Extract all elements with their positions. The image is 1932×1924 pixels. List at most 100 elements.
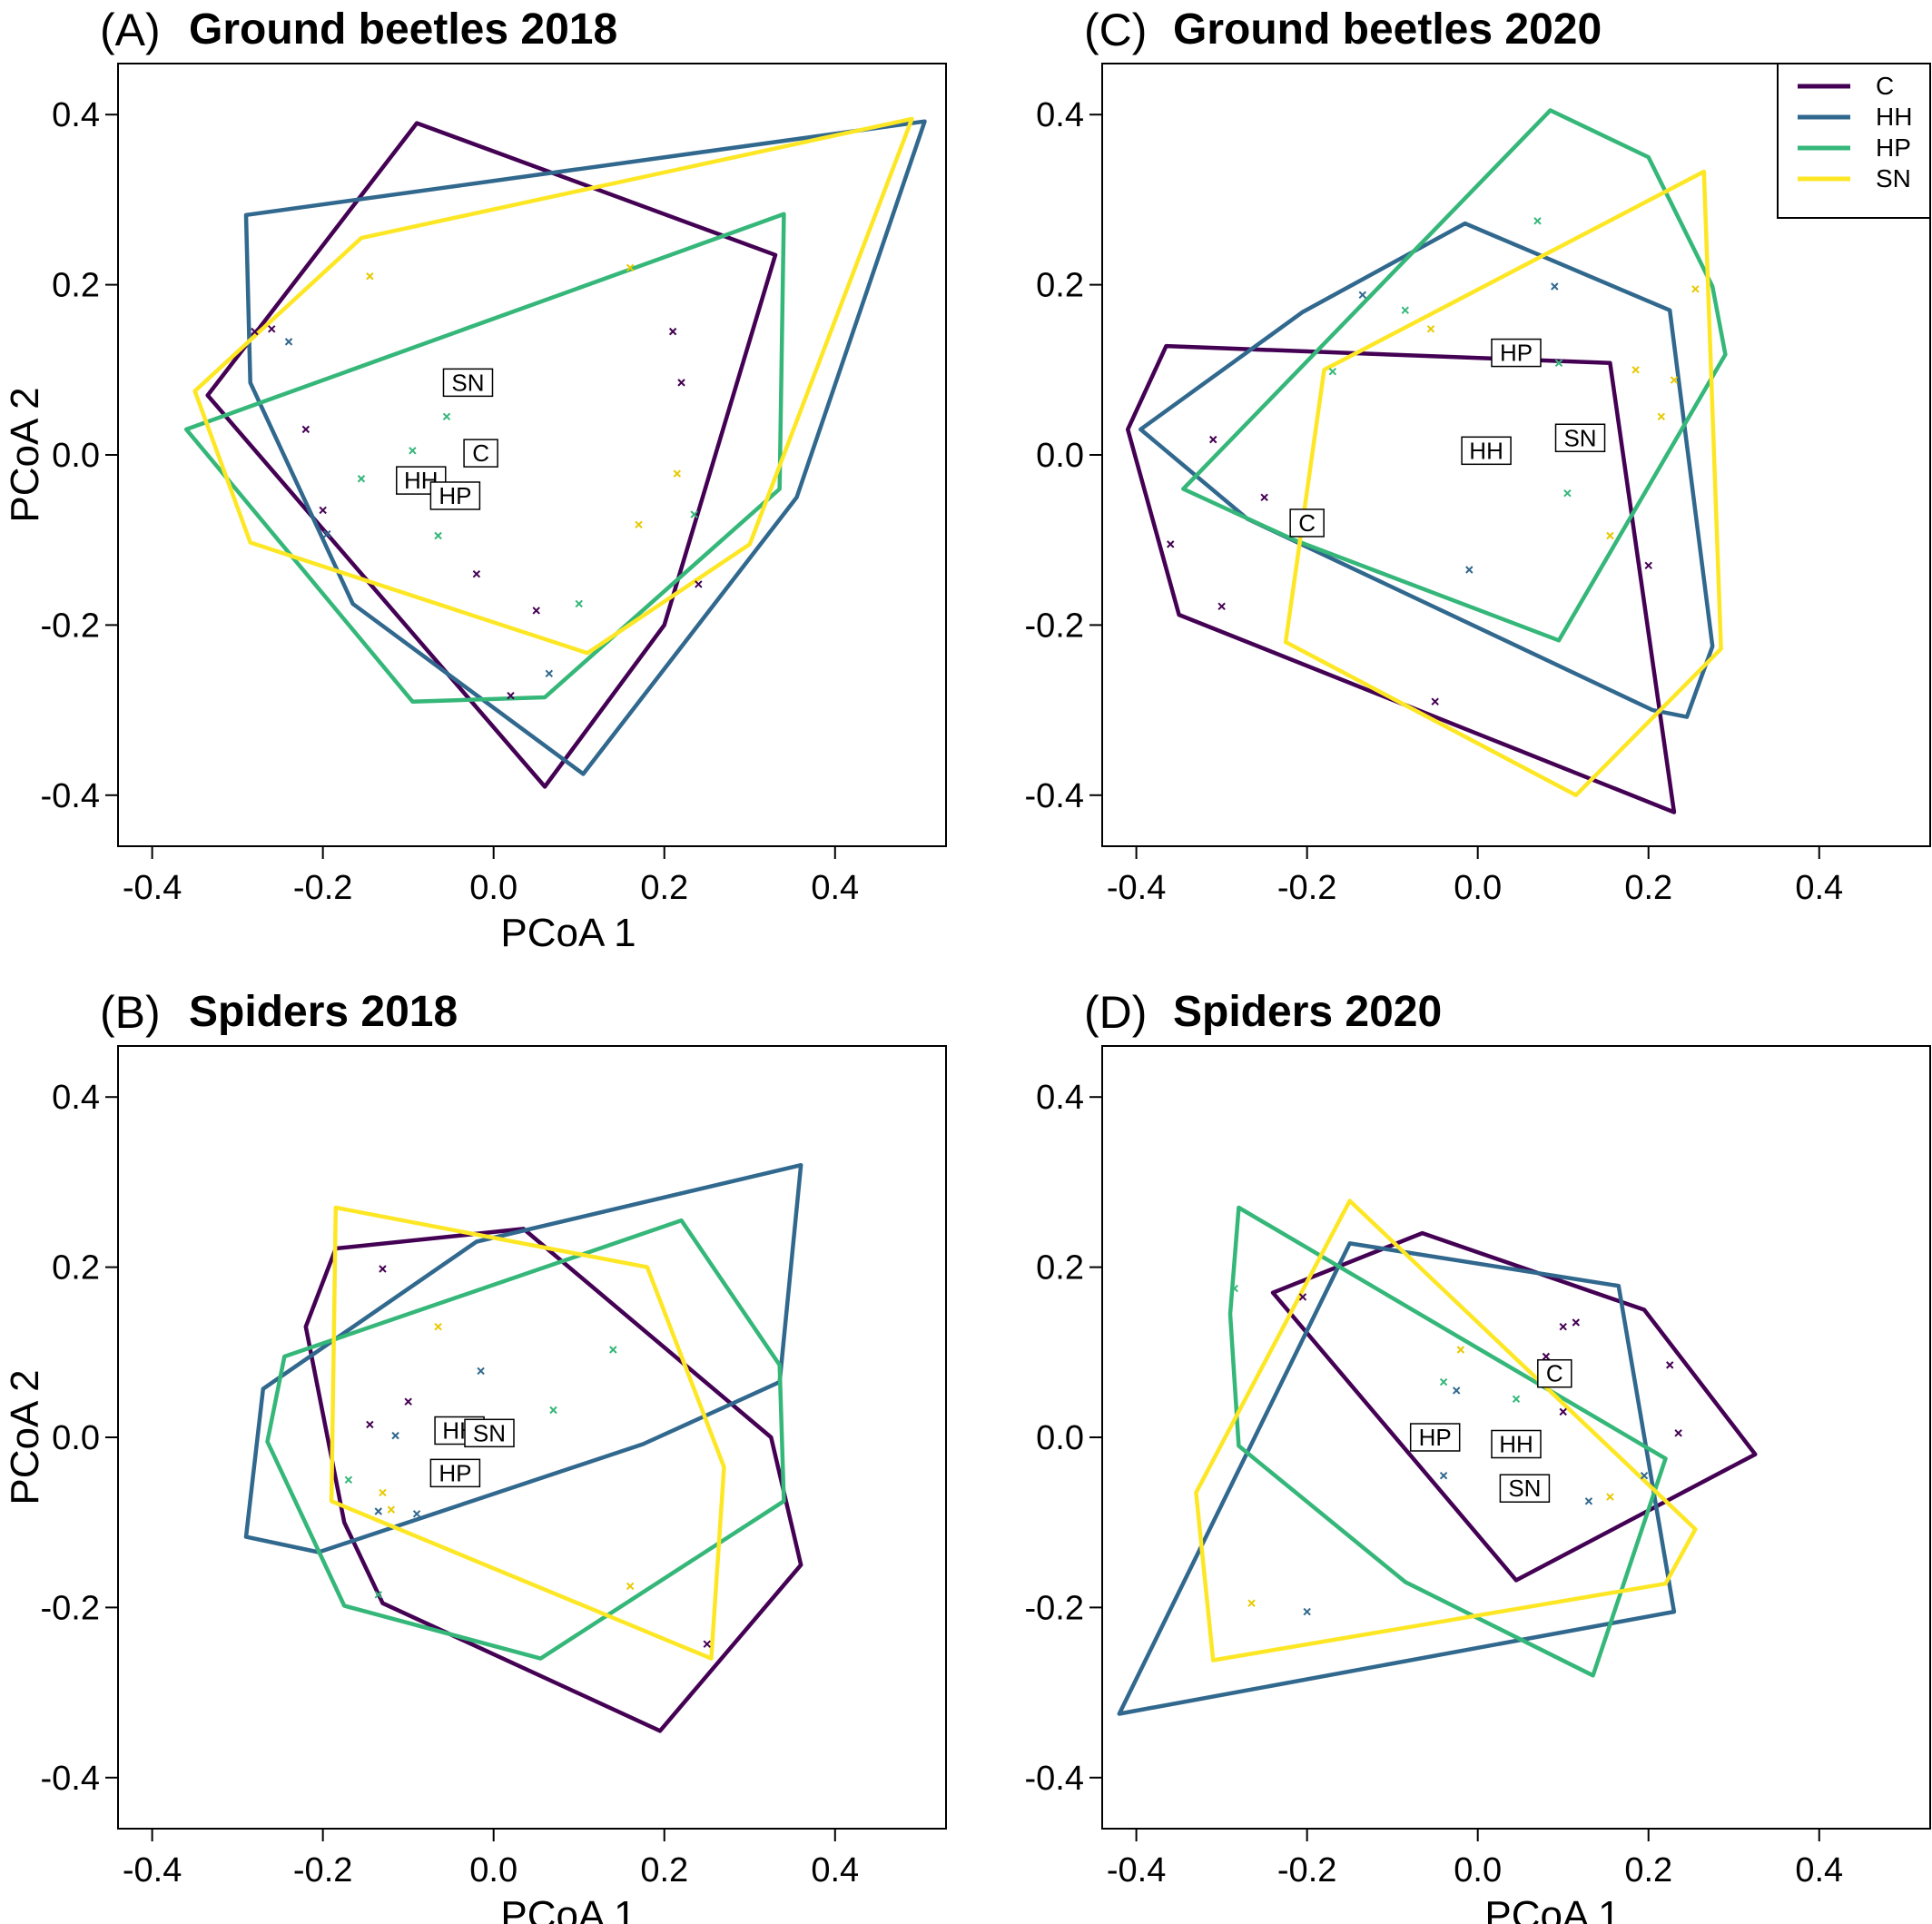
y-tick-label: 0.4 bbox=[52, 96, 100, 134]
centroid-label: C bbox=[1546, 1360, 1563, 1387]
panel-letter: (D) bbox=[1084, 987, 1147, 1038]
panel-title: Ground beetles 2020 bbox=[1173, 5, 1602, 54]
x-tick-label: -0.4 bbox=[123, 869, 182, 907]
point-hp bbox=[1554, 359, 1563, 368]
point-hh bbox=[391, 1431, 399, 1440]
y-tick-label: 0.0 bbox=[1036, 437, 1084, 475]
point-c bbox=[268, 325, 276, 333]
point-sn bbox=[673, 469, 682, 478]
y-axis-title: PCoA 2 bbox=[3, 1369, 47, 1505]
y-tick-label: 0.2 bbox=[52, 1249, 100, 1288]
point-hh bbox=[1640, 1471, 1649, 1480]
x-tick-label: -0.2 bbox=[293, 869, 352, 907]
y-tick-label: 0.2 bbox=[1036, 267, 1084, 305]
y-tick-label: 0.0 bbox=[1036, 1419, 1084, 1457]
hull-hh bbox=[1117, 1241, 1677, 1716]
point-hh bbox=[1465, 566, 1474, 574]
centroid-label-box bbox=[464, 1418, 515, 1448]
x-axis-title: PCoA 1 bbox=[500, 1893, 636, 1924]
point-c bbox=[301, 425, 310, 434]
legend-label-hh: HH bbox=[1876, 103, 1912, 131]
point-sn bbox=[626, 1582, 635, 1591]
point-c bbox=[1217, 602, 1226, 610]
x-tick-label: -0.4 bbox=[123, 1851, 182, 1889]
centroid-label-box bbox=[1499, 1474, 1551, 1503]
y-tick-label: 0.4 bbox=[52, 1079, 100, 1117]
point-c bbox=[1260, 493, 1268, 502]
point-sn bbox=[1657, 412, 1666, 421]
y-tick-label: -0.2 bbox=[41, 607, 100, 645]
panel-d: -0.4 -0.2 0.0 0.2 0.4 -0.4 -0.2 0.0 0.2 0.4 PCoA 1… bbox=[1025, 987, 1931, 1924]
panel-letter: (A) bbox=[100, 5, 161, 55]
x-tick-label: -0.2 bbox=[1277, 869, 1336, 907]
legend-label-hp: HP bbox=[1876, 133, 1911, 162]
point-hp bbox=[409, 447, 417, 455]
point-sn bbox=[1456, 1346, 1465, 1354]
centroid-label: HP bbox=[1500, 340, 1533, 367]
panel-title: Spiders 2018 bbox=[189, 988, 458, 1036]
point-hp bbox=[442, 412, 451, 421]
centroid-label-box bbox=[429, 1458, 481, 1488]
point-hh bbox=[1452, 1386, 1461, 1395]
point-c bbox=[1209, 435, 1217, 444]
point-c bbox=[1298, 1293, 1307, 1301]
centroid-label-box bbox=[1461, 436, 1512, 466]
x-tick-label: 0.2 bbox=[1624, 869, 1672, 907]
centroid-label-box bbox=[1491, 338, 1542, 368]
x-tick-label: 0.2 bbox=[1624, 1851, 1672, 1889]
x-tick-label: 0.2 bbox=[640, 869, 688, 907]
hull-hp bbox=[183, 212, 786, 704]
point-c bbox=[1167, 540, 1175, 548]
x-tick-label: 0.0 bbox=[469, 869, 518, 907]
hull-hh bbox=[1138, 221, 1715, 719]
point-sn bbox=[1247, 1599, 1256, 1607]
y-tick-label: -0.4 bbox=[1025, 1760, 1084, 1798]
point-hp bbox=[1512, 1395, 1521, 1404]
centroid-label: SN bbox=[1508, 1475, 1541, 1502]
legend-label-sn: SN bbox=[1876, 164, 1911, 192]
panel-title: Spiders 2020 bbox=[1173, 988, 1442, 1036]
x-tick-label: -0.4 bbox=[1107, 869, 1166, 907]
point-c bbox=[1674, 1429, 1682, 1437]
centroid-label: HH bbox=[1499, 1430, 1533, 1457]
hull-hp bbox=[1181, 108, 1728, 643]
point-sn bbox=[434, 1322, 442, 1331]
centroid-label-box bbox=[1537, 1358, 1572, 1388]
point-hh bbox=[1551, 282, 1559, 291]
y-tick-label: 0.2 bbox=[1036, 1249, 1084, 1288]
point-hp bbox=[575, 599, 583, 608]
point-hp bbox=[1563, 488, 1572, 498]
centroid-label-box bbox=[429, 481, 481, 510]
x-tick-label: 0.4 bbox=[811, 1851, 859, 1889]
point-hp bbox=[1401, 306, 1409, 314]
point-sn bbox=[379, 1488, 387, 1497]
centroid-label: HP bbox=[1419, 1424, 1452, 1451]
point-sn bbox=[1606, 531, 1614, 540]
plot-frame bbox=[117, 63, 947, 847]
hull-sn bbox=[1283, 169, 1723, 798]
point-sn bbox=[387, 1505, 396, 1514]
hull-hp bbox=[265, 1218, 786, 1661]
y-tick-label: 0.0 bbox=[52, 437, 100, 475]
centroid-label-box bbox=[442, 368, 494, 398]
panel-letter: (C) bbox=[1084, 5, 1147, 55]
y-tick-label: -0.2 bbox=[1025, 607, 1084, 645]
point-c bbox=[404, 1397, 412, 1406]
x-axis-title: PCoA 1 bbox=[500, 911, 636, 955]
centroid-label: HP bbox=[439, 1459, 471, 1486]
point-c bbox=[319, 506, 327, 515]
point-hp bbox=[434, 531, 442, 540]
point-hp bbox=[1533, 217, 1542, 225]
point-c bbox=[366, 1420, 374, 1429]
hull-sn bbox=[1194, 1199, 1698, 1663]
point-sn bbox=[1691, 285, 1700, 293]
point-hp bbox=[344, 1475, 353, 1485]
centroid-label: C bbox=[472, 439, 489, 467]
point-c bbox=[379, 1265, 387, 1273]
point-sn bbox=[1631, 366, 1640, 374]
centroid-label-box bbox=[1409, 1423, 1461, 1452]
hull-c bbox=[303, 1227, 803, 1733]
x-tick-label: -0.2 bbox=[1277, 1851, 1336, 1889]
